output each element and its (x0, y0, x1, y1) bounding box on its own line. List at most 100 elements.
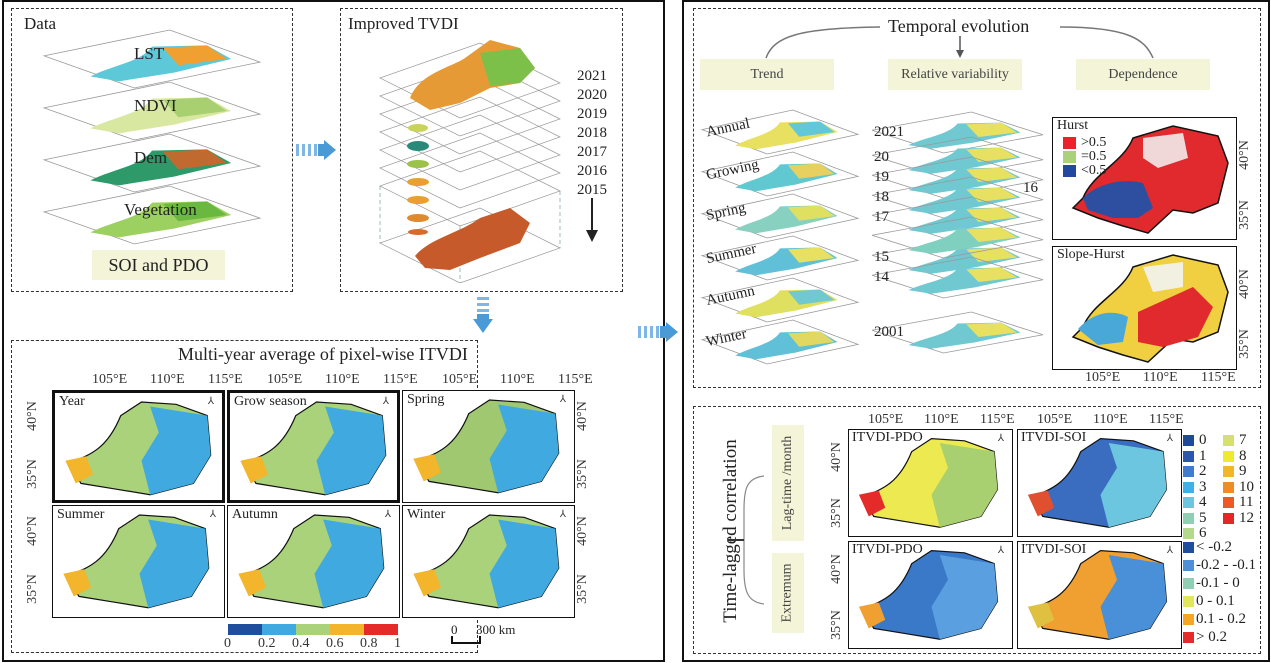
legend-swatch (1183, 450, 1194, 462)
legend-label: > 0.2 (1196, 629, 1227, 645)
variability-layer: 20 (870, 135, 1045, 180)
data-layer-label: NDVI (134, 96, 177, 115)
variability-side-label: 16 (1023, 180, 1038, 196)
lat-tick-label: 40°N (1236, 269, 1252, 299)
lon-tick-label: 115°E (980, 412, 1015, 427)
lat-tick-label: 35°N (1236, 329, 1252, 359)
lat-tick-label: 35°N (828, 498, 844, 528)
lon-tick-label: 105°E (92, 372, 128, 387)
lat-tick-label: 40°N (574, 516, 590, 546)
right-outer-frame (682, 0, 1270, 662)
lag-time-label: Lag-time /month (780, 435, 796, 531)
lag-legend-item: 9 (1223, 463, 1247, 480)
extremum-legend-item: > 0.2 (1183, 629, 1227, 646)
legend-label: 6 (1199, 525, 1207, 541)
correlation-map-label: ITVDI-PDO (852, 430, 923, 445)
average-map: Winter ⅄ (402, 505, 575, 618)
legend-swatch (1223, 497, 1234, 509)
trend-layer-graphic (700, 319, 860, 365)
north-arrow-icon: ⅄ (209, 509, 216, 520)
lat-tick-label: 40°N (574, 401, 590, 431)
legend-label: -0.2 - -0.1 (1196, 557, 1256, 573)
legend-label: 0 (1199, 432, 1207, 448)
trend-layer: Annual (700, 108, 860, 156)
slope-hurst-map: Slope-Hurst (1052, 246, 1237, 370)
lon-tick-label: 110°E (500, 372, 535, 387)
average-map-label: Grow season (234, 394, 307, 409)
variability-layer-graphic (871, 216, 1044, 259)
arrow-right-icon (296, 140, 336, 160)
legend-swatch (1183, 578, 1194, 590)
colorbar-segment (330, 624, 364, 635)
variability-layer: 2001 (870, 310, 1045, 355)
average-map-graphic (238, 514, 385, 609)
slope-hurst-title: Slope-Hurst (1057, 247, 1125, 262)
colorbar-tick: 1 (394, 636, 401, 651)
hurst-legend: >0.5 =0.5 <0.5 (1063, 136, 1106, 178)
data-layer-label: Vegetation (124, 200, 197, 219)
tvdi-panel (340, 8, 623, 292)
tvdi-year-label: 2020 (577, 87, 607, 103)
average-map: Summer ⅄ (52, 505, 225, 618)
extremum-legend-item: 0 - 0.1 (1183, 593, 1235, 610)
lag-legend-item: 4 (1183, 494, 1207, 511)
legend-swatch (1183, 481, 1194, 493)
lat-tick-label: 40°N (828, 554, 844, 584)
variability-layer-label: 18 (874, 189, 889, 205)
dependence-box: Dependence (1076, 59, 1210, 90)
arrow-down-icon (473, 297, 493, 333)
legend-swatch (1063, 150, 1076, 163)
scale-bar-line (451, 636, 481, 644)
legend-swatch (1063, 136, 1076, 149)
average-map-graphic (65, 401, 212, 496)
variability-layer: 19 (870, 155, 1045, 200)
variability-layer: 14 (870, 255, 1045, 300)
correlation-map: ITVDI-PDO ⅄ (848, 541, 1013, 649)
lon-tick-label: 105°E (1085, 370, 1121, 385)
average-map: Spring ⅄ (402, 390, 575, 503)
lon-tick-label: 110°E (150, 372, 185, 387)
dependence-label: Dependence (1108, 66, 1178, 82)
lat-tick-label: 35°N (1236, 200, 1252, 230)
colorbar-tick: 0.2 (258, 636, 276, 651)
hurst-legend-item: >0.5 (1063, 136, 1106, 150)
data-layer: Vegetation (42, 184, 262, 246)
lat-tick-label: 40°N (24, 401, 40, 431)
soi-pdo-box: SOI and PDO (92, 250, 225, 280)
average-map-graphic (413, 399, 560, 494)
colorbar-segment (296, 624, 330, 635)
variability-layer-graphic (871, 311, 1044, 354)
average-map-graphic (240, 401, 387, 496)
legend-swatch (1223, 450, 1234, 462)
lon-tick-label: 110°E (325, 372, 360, 387)
legend-label: 12 (1239, 509, 1254, 526)
legend-label: 7 (1239, 432, 1247, 448)
lon-tick-label: 115°E (1201, 370, 1236, 385)
scale-bar-start: 0 (451, 622, 458, 637)
variability-layer-graphic (871, 256, 1044, 299)
lat-tick-label: 40°N (828, 442, 844, 472)
trend-layer-graphic (700, 277, 860, 323)
colorbar-tick: 0.8 (360, 636, 378, 651)
legend-swatch (1183, 435, 1194, 447)
average-map-label: Autumn (232, 507, 278, 522)
legend-label: < -0.2 (1196, 539, 1232, 555)
lag-legend-item: 3 (1183, 479, 1207, 496)
legend-label: -0.1 - 0 (1196, 575, 1240, 591)
data-panel-title: Data (24, 14, 57, 33)
average-map: Grow season ⅄ (227, 390, 400, 503)
legend-label: 10 (1239, 478, 1254, 495)
variability-layer: 17 (870, 195, 1045, 240)
variability-box: Relative variability (888, 59, 1022, 90)
lon-tick-label: 110°E (1093, 412, 1128, 427)
average-map-label: Spring (407, 392, 445, 407)
correlation-map: ITVDI-PDO ⅄ (848, 429, 1013, 537)
average-map-label: Year (59, 394, 85, 409)
average-panel-title: Multi-year average of pixel-wise ITVDI (178, 344, 468, 364)
data-layer-label: LST (134, 44, 165, 63)
north-arrow-icon: ⅄ (382, 396, 389, 407)
trend-label: Trend (750, 66, 784, 82)
correlation-map: ITVDI-SOI ⅄ (1017, 429, 1182, 537)
data-layer: NDVI (42, 80, 262, 142)
legend-label: 4 (1199, 494, 1207, 510)
